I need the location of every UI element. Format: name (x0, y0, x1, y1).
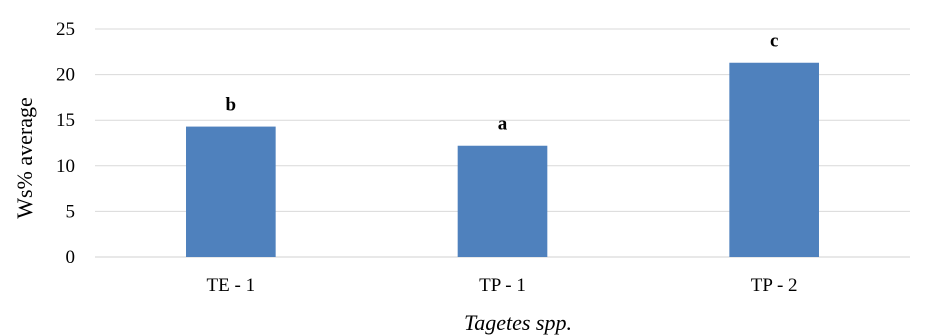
y-tick-label: 15 (56, 110, 75, 131)
bar (186, 126, 276, 257)
data-label: a (498, 114, 508, 135)
y-tick-label: 0 (66, 247, 76, 268)
bar (457, 145, 548, 257)
x-axis-categories: TE - 1 TP - 1 TP - 2 (207, 275, 798, 296)
y-axis-ticks: 0 5 10 15 20 25 (56, 19, 75, 268)
data-labels: b a c (226, 31, 779, 135)
data-label: c (770, 31, 778, 52)
y-tick-label: 25 (56, 19, 75, 40)
category-label: TE - 1 (207, 275, 256, 296)
category-label: TP - 2 (751, 275, 798, 296)
y-tick-label: 10 (56, 156, 75, 177)
bars (186, 62, 819, 257)
category-label: TP - 1 (479, 275, 526, 296)
bar (729, 62, 819, 257)
x-axis-title: Tagetes spp. (464, 310, 572, 335)
y-axis-title: Ws% average (12, 97, 37, 219)
y-tick-label: 5 (66, 201, 76, 222)
data-label: b (226, 95, 237, 116)
y-tick-label: 20 (56, 65, 75, 86)
